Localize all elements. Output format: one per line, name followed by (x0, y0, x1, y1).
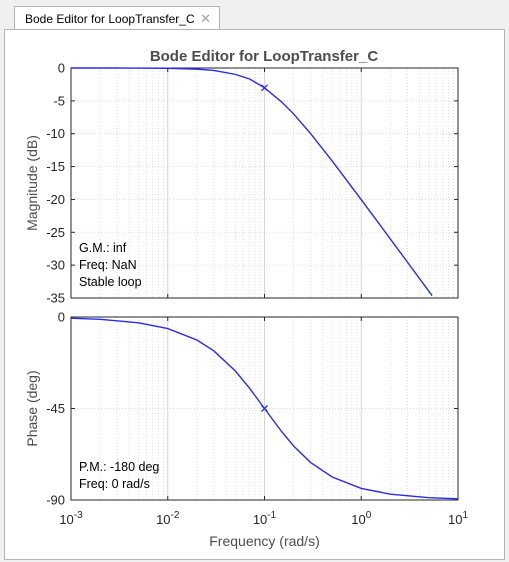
phase-ylabel: Phase (deg) (24, 370, 40, 446)
magnitude-annotation: Freq: NaN (79, 258, 137, 272)
phase-xtick-label: 100 (351, 510, 371, 527)
tab-bode-editor[interactable]: Bode Editor for LoopTransfer_C ✕ (14, 6, 220, 30)
phase-annotation: P.M.: -180 deg (79, 460, 159, 474)
magnitude-annotation: G.M.: inf (79, 241, 127, 255)
phase-ytick-label: 0 (58, 310, 65, 325)
magnitude-ytick-label: 0 (58, 61, 65, 76)
magnitude-ytick-label: -5 (53, 93, 65, 108)
phase-xtick-label: 10-2 (156, 510, 180, 527)
phase-xtick-label: 10-1 (253, 510, 277, 527)
magnitude-marker[interactable] (261, 84, 268, 92)
phase-ytick-label: -90 (46, 493, 65, 508)
phase-xtick-label: 10-3 (59, 510, 83, 527)
phase-xtick-label: 101 (448, 510, 468, 527)
magnitude-ytick-label: -15 (46, 159, 65, 174)
tab-strip: Bode Editor for LoopTransfer_C ✕ (0, 0, 509, 30)
magnitude-annotation: Stable loop (79, 275, 142, 289)
magnitude-ylabel: Magnitude (dB) (24, 135, 40, 231)
phase-marker[interactable] (261, 405, 268, 412)
phase-annotation: Freq: 0 rad/s (79, 477, 150, 491)
magnitude-ytick-label: -35 (46, 291, 65, 306)
chart-title: Bode Editor for LoopTransfer_C (150, 48, 379, 65)
tab-label: Bode Editor for LoopTransfer_C (25, 11, 195, 26)
magnitude-ytick-label: -30 (46, 258, 65, 273)
magnitude-ytick-label: -25 (46, 225, 65, 240)
magnitude-axes[interactable]: 0 -5 -10 -15 -20 -25 -30 -35 Magnitude (dB) G.M.:… (24, 61, 459, 306)
phase-ytick-label: -45 (46, 401, 65, 416)
phase-axes[interactable]: 0 -45 -90 Phase (deg) P.M.: -180 deg Freq: 0 … (24, 310, 468, 550)
phase-xlabel: Frequency (rad/s) (209, 533, 319, 549)
close-icon[interactable]: ✕ (200, 11, 211, 26)
magnitude-ytick-label: -10 (46, 126, 65, 141)
magnitude-ytick-label: -20 (46, 192, 65, 207)
magnitude-response-curve[interactable] (71, 67, 433, 297)
